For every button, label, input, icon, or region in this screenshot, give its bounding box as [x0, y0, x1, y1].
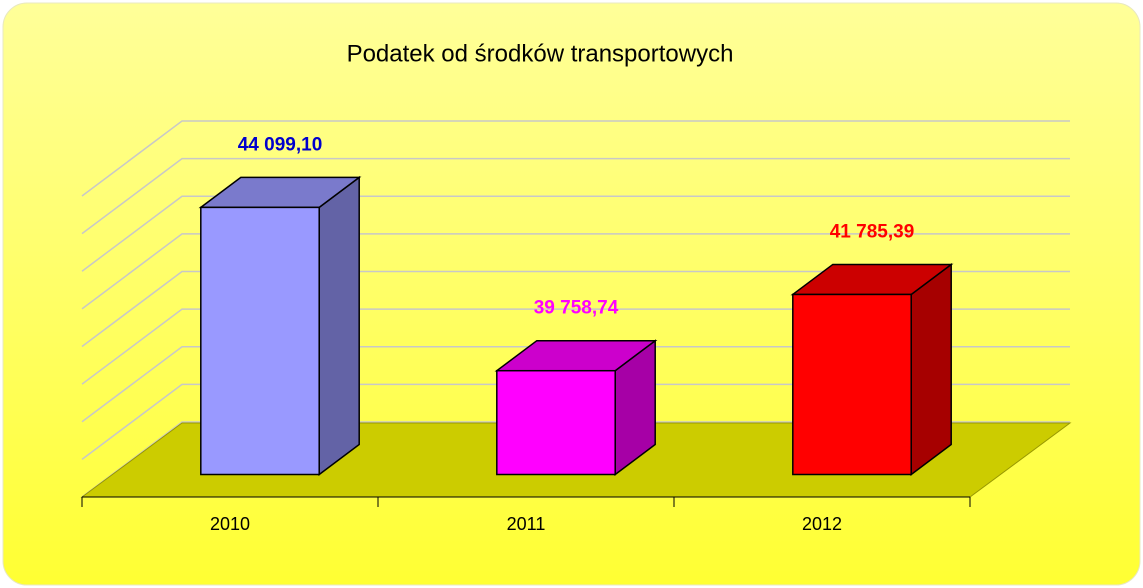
x-tick-label: 2011 — [507, 514, 546, 534]
value-label: 41 785,39 — [830, 221, 915, 242]
bar-side — [910, 262, 952, 476]
grid-line — [81, 308, 1070, 385]
grid-line — [81, 383, 1070, 460]
bar — [200, 206, 320, 476]
x-tick-label: 2012 — [802, 514, 842, 534]
grid-line — [81, 120, 1070, 197]
grid-line — [81, 195, 1070, 272]
bar — [792, 293, 912, 476]
bar-side — [318, 175, 360, 476]
grid-line — [81, 346, 1070, 423]
bar — [496, 369, 616, 476]
x-tick-label: 2010 — [210, 514, 250, 534]
grid-line — [81, 157, 1070, 235]
chart-title: Podatek od środków transportowych — [347, 40, 734, 67]
grid-line — [81, 233, 1070, 310]
value-label: 44 099,10 — [238, 134, 323, 155]
value-label: 39 758,74 — [534, 298, 619, 319]
grid-line — [81, 270, 1070, 348]
